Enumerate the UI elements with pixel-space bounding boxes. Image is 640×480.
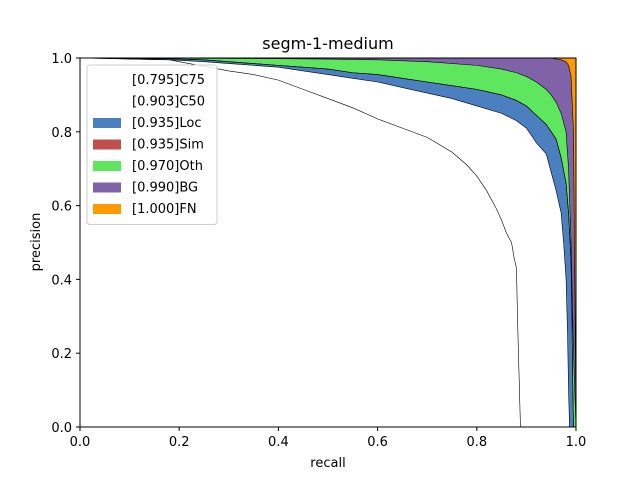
legend-entry: [1.000]FN [132,202,197,217]
curve-0-935-sim [79,57,574,428]
y-tick-label: 0.6 [51,200,72,215]
x-axis-label: recall [310,456,345,471]
y-tick-label: 0.2 [51,347,72,362]
legend-swatch [93,75,121,85]
legend-swatch [93,182,121,193]
curve-0-970-oth [79,57,577,428]
legend-swatch [93,161,121,171]
plot-frame [79,57,577,428]
x-axis-ticks: 0.0 0.2 0.4 0.6 0.8 1.0 [70,427,587,450]
legend-swatch [93,118,121,128]
curve-0-795-c75 [79,57,521,428]
x-tick-label: 1.0 [566,435,587,450]
legend-entry: [0.903]C50 [132,95,205,110]
curve-0-903-c50 [79,57,570,428]
chart-title: segm-1-medium [262,34,393,53]
x-tick-label: 0.2 [169,435,190,450]
legend-entry: [0.970]Oth [132,159,203,174]
y-tick-label: 0.4 [51,273,72,288]
x-tick-label: 0.6 [367,435,388,450]
y-tick-label: 1.0 [51,52,72,67]
x-tick-label: 0.8 [466,435,487,450]
y-axis-label: precision [29,213,44,272]
legend-entry: [0.990]BG [132,181,198,196]
legend-entry: [0.935]Sim [132,138,204,153]
y-tick-label: 0.0 [51,421,72,436]
y-axis-ticks: 0.0 0.2 0.4 0.6 0.8 1.0 [51,52,80,436]
x-tick-label: 0.4 [268,435,289,450]
legend-entry: [0.935]Loc [132,116,201,131]
legend-swatch [93,204,121,214]
legend-swatch [93,139,121,150]
y-tick-label: 0.8 [51,126,72,141]
legend-entry: [0.795]C75 [132,73,205,88]
x-tick-label: 0.0 [70,435,91,450]
legend-swatch [93,96,121,107]
legend: [0.795]C75 [0.903]C50 [0.935]Loc [0.935]Sim… [86,64,218,225]
